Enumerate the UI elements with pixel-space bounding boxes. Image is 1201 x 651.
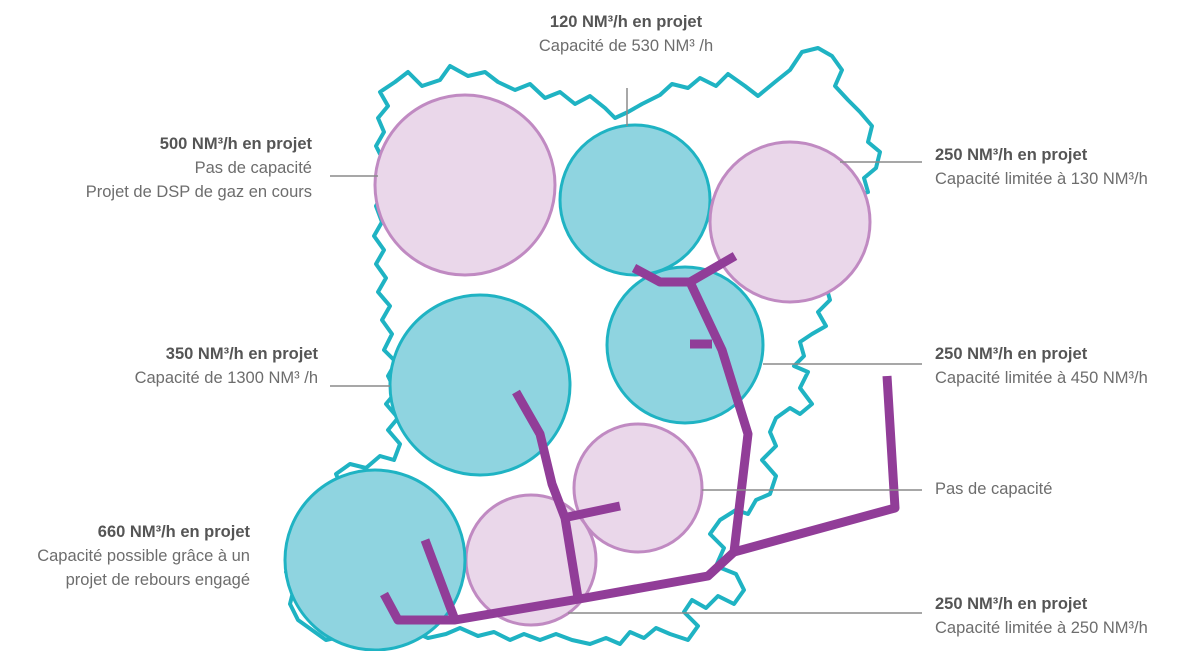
zone-circle-lower-middle xyxy=(572,422,704,554)
zone-circle-top-right xyxy=(708,140,872,304)
zone-detail-top-right: Capacité limitée à 130 NM³/h xyxy=(935,170,1148,188)
zone-heading-center-right: 250 NM³/h en projet xyxy=(935,345,1088,363)
pipeline-east-branch xyxy=(732,375,900,557)
zone-detail-lower-middle: Pas de capacité xyxy=(935,480,1053,498)
zone-label-bottom-left: 660 NM³/h en projet Capacité possible gr… xyxy=(4,520,250,592)
pipeline-northeast-branch xyxy=(687,252,738,286)
zone-detail-bottom-left-1: Capacité possible grâce à un xyxy=(37,547,250,565)
zone-heading-top-right: 250 NM³/h en projet xyxy=(935,146,1088,164)
zone-detail-center-left: Capacité de 1300 NM³ /h xyxy=(134,369,318,387)
zone-detail-bottom-left-2: projet de rebours engagé xyxy=(65,571,250,589)
pipeline-midsouth-spur xyxy=(562,501,621,523)
pipeline-south-branch xyxy=(512,389,583,599)
zone-label-top-left: 500 NM³/h en projet Pas de capacité Proj… xyxy=(20,132,312,204)
zone-label-top-right: 250 NM³/h en projet Capacité limitée à 1… xyxy=(935,143,1201,191)
zone-circle-bottom-left xyxy=(283,468,467,651)
zone-label-center-right: 250 NM³/h en projet Capacité limitée à 4… xyxy=(935,342,1201,390)
zone-circle-top-left xyxy=(373,93,557,277)
zone-detail-top-left-2: Projet de DSP de gaz en cours xyxy=(85,183,312,201)
zone-label-center-left: 350 NM³/h en projet Capacité de 1300 NM³… xyxy=(20,342,318,390)
zone-heading-bottom-middle: 250 NM³/h en projet xyxy=(935,595,1088,613)
zone-detail-top-left-1: Pas de capacité xyxy=(194,159,312,177)
pipeline-southwest-spur xyxy=(420,538,460,622)
zone-label-bottom-middle: 250 NM³/h en projet Capacité limitée à 2… xyxy=(935,592,1201,640)
leader-lines xyxy=(330,88,922,614)
zone-label-top-center: 120 NM³/h en projet Capacité de 530 NM³ … xyxy=(476,10,776,58)
zone-heading-center-left: 350 NM³/h en projet xyxy=(165,345,318,363)
zone-heading-top-left: 500 NM³/h en projet xyxy=(159,135,312,153)
pipeline-network xyxy=(380,252,900,625)
zone-circle-top-center xyxy=(558,123,712,277)
zone-label-lower-middle: Pas de capacité xyxy=(935,477,1201,501)
zone-heading-bottom-left: 660 NM³/h en projet xyxy=(97,523,250,541)
zone-circle-center-left xyxy=(388,293,572,477)
zone-detail-bottom-middle: Capacité limitée à 250 NM³/h xyxy=(935,619,1148,637)
zone-detail-center-right: Capacité limitée à 450 NM³/h xyxy=(935,369,1148,387)
region-border xyxy=(284,46,882,646)
zone-detail-top-center: Capacité de 530 NM³ /h xyxy=(538,37,714,55)
zone-circle-center-right xyxy=(605,265,765,425)
zone-heading-top-center: 120 NM³/h en projet xyxy=(549,13,703,31)
